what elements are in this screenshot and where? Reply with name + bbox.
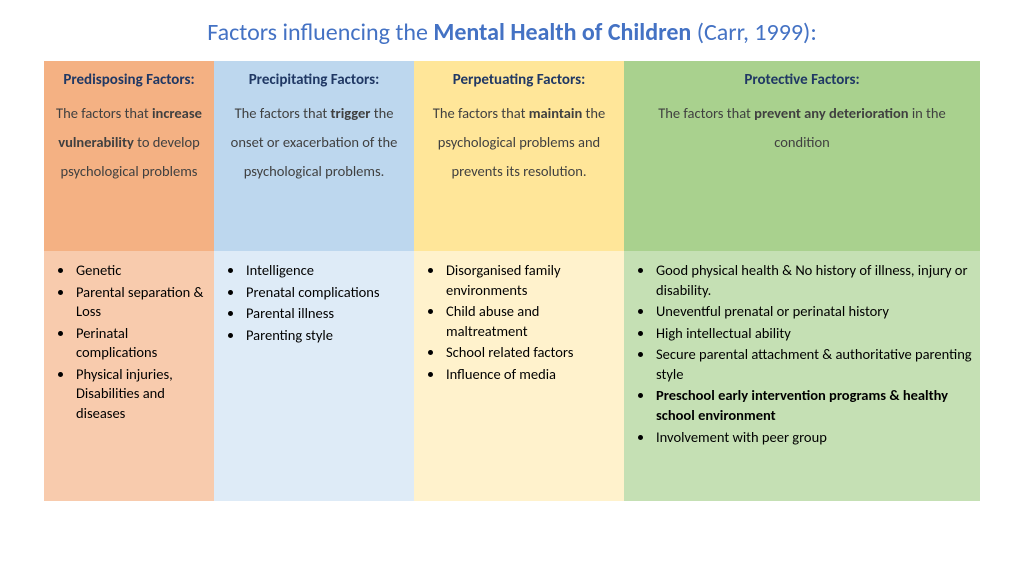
list-item: Parental separation & Loss	[74, 283, 208, 322]
list-item: Preschool early intervention programs & …	[654, 386, 974, 425]
desc-bold: maintain	[529, 104, 583, 122]
factor-list: IntelligencePrenatal complicationsParent…	[228, 261, 408, 345]
list-item: School related factors	[444, 343, 618, 363]
title-prefix: Factors influencing the	[207, 18, 433, 47]
desc-bold: prevent any deterioration	[754, 104, 908, 122]
column-2: Perpetuating Factors: The factors that ma…	[414, 61, 624, 501]
title-bold: Mental Health of Children	[433, 18, 696, 47]
desc-bold: trigger	[331, 104, 371, 122]
title-suffix: (Carr, 1999):	[697, 18, 817, 47]
column-body: GeneticParental separation & LossPerinat…	[44, 251, 214, 501]
column-header: Predisposing Factors: The factors that in…	[44, 61, 214, 251]
factors-grid: Predisposing Factors: The factors that in…	[44, 61, 980, 501]
desc-text: The factors that	[235, 104, 331, 122]
list-item: Involvement with peer group	[654, 428, 974, 448]
list-item: Intelligence	[244, 261, 408, 281]
list-item: Prenatal complications	[244, 283, 408, 303]
column-heading: Precipitating Factors:	[224, 71, 404, 89]
column-description: The factors that maintain the psychologi…	[424, 99, 614, 186]
desc-text: The factors that	[433, 104, 529, 122]
column-heading: Perpetuating Factors:	[424, 71, 614, 89]
column-header: Protective Factors: The factors that prev…	[624, 61, 980, 251]
factor-list: GeneticParental separation & LossPerinat…	[58, 261, 208, 424]
list-item: Secure parental attachment & authoritati…	[654, 345, 974, 384]
list-item: Influence of media	[444, 365, 618, 385]
list-item: Good physical health & No history of ill…	[654, 261, 974, 300]
column-0: Predisposing Factors: The factors that in…	[44, 61, 214, 501]
column-1: Precipitating Factors: The factors that t…	[214, 61, 414, 501]
list-item: Disorganised family environments	[444, 261, 618, 300]
column-heading: Protective Factors:	[634, 71, 970, 89]
list-item: Parenting style	[244, 326, 408, 346]
list-item: Uneventful prenatal or perinatal history	[654, 302, 974, 322]
list-item: High intellectual ability	[654, 324, 974, 344]
column-heading: Predisposing Factors:	[54, 71, 204, 89]
column-3: Protective Factors: The factors that prev…	[624, 61, 980, 501]
column-description: The factors that prevent any deteriorati…	[634, 99, 970, 157]
column-header: Precipitating Factors: The factors that t…	[214, 61, 414, 251]
column-header: Perpetuating Factors: The factors that ma…	[414, 61, 624, 251]
column-description: The factors that increase vulnerability …	[54, 99, 204, 186]
list-item: Perinatal complications	[74, 324, 208, 363]
factor-list: Disorganised family environmentsChild ab…	[428, 261, 618, 384]
column-body: Disorganised family environmentsChild ab…	[414, 251, 624, 501]
list-item: Parental illness	[244, 304, 408, 324]
page-title: Factors influencing the Mental Health of…	[0, 0, 1024, 61]
list-item: Genetic	[74, 261, 208, 281]
list-item: Physical injuries, Disabilities and dise…	[74, 365, 208, 424]
column-body: IntelligencePrenatal complicationsParent…	[214, 251, 414, 501]
desc-text: The factors that	[658, 104, 754, 122]
list-item: Child abuse and maltreatment	[444, 302, 618, 341]
column-body: Good physical health & No history of ill…	[624, 251, 980, 501]
column-description: The factors that trigger the onset or ex…	[224, 99, 404, 186]
desc-text: The factors that	[56, 104, 152, 122]
factor-list: Good physical health & No history of ill…	[638, 261, 974, 447]
